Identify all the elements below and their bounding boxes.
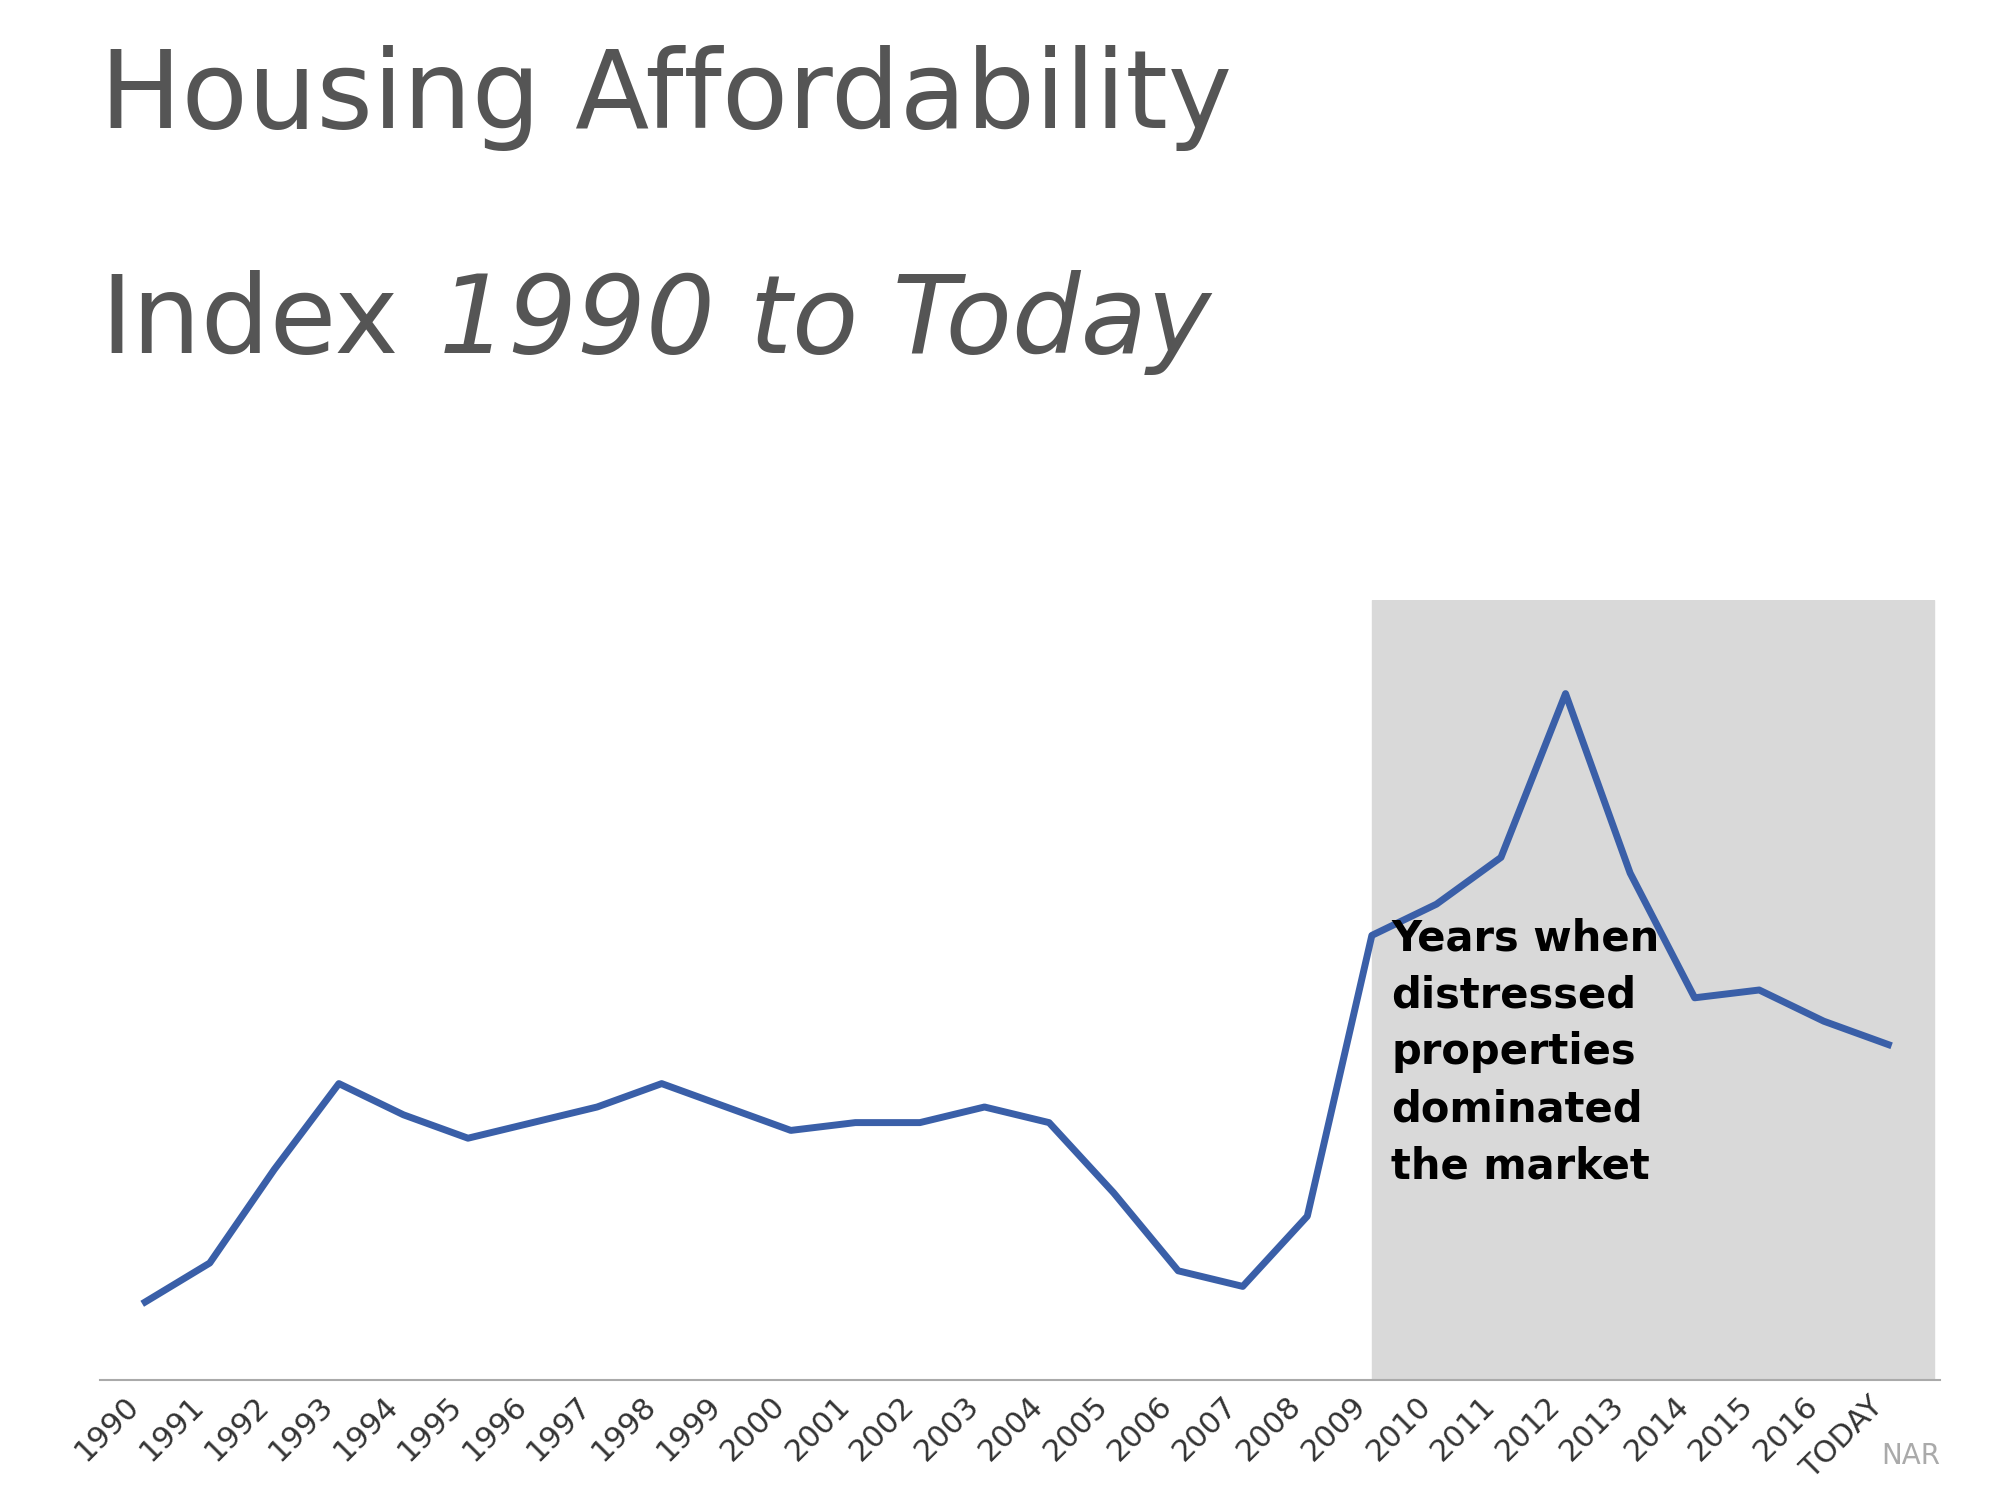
Text: Years when
distressed
properties
dominated
the market: Years when distressed properties dominat… [1392, 918, 1660, 1186]
Text: NAR: NAR [1880, 1442, 1940, 1470]
Text: Housing Affordability: Housing Affordability [100, 45, 1232, 152]
Text: 1990 to Today: 1990 to Today [370, 270, 1212, 375]
Bar [1372, 600, 1934, 1380]
Text: Index: Index [100, 270, 398, 376]
